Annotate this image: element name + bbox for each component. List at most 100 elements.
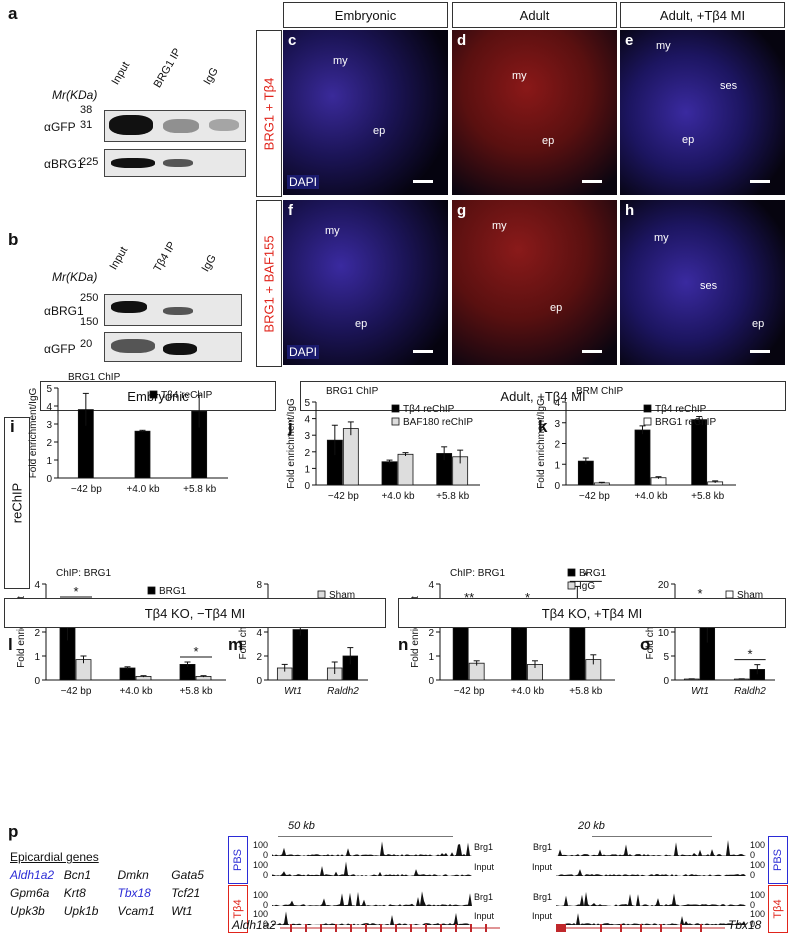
gene-model-left-exon bbox=[425, 924, 427, 932]
marker-250-b: 250 bbox=[80, 292, 99, 304]
gene-bcn1: Bcn1 bbox=[63, 868, 92, 882]
gene-model-left-exon bbox=[365, 924, 367, 932]
gene-model-left-exon bbox=[410, 924, 412, 932]
gene-upk3b: Upk3b bbox=[10, 904, 45, 918]
chart-i-ytick-label: 3 bbox=[46, 420, 52, 431]
track-left-min: 0 bbox=[263, 870, 268, 880]
gene-tcf21: Tcf21 bbox=[171, 886, 201, 900]
chart-j-ytick-label: 5 bbox=[304, 398, 310, 409]
mr-label-a: Mr(KDa) bbox=[52, 88, 98, 102]
blot-brg1-a bbox=[104, 149, 246, 177]
condition-pbs-left: PBS bbox=[228, 836, 248, 884]
chart-k-ytick-label: 4 bbox=[554, 398, 560, 409]
chart-n-ylabel: Fold enrichment bbox=[410, 596, 421, 668]
gene-upk1b: Upk1b bbox=[63, 904, 99, 918]
track-right-max: 100 bbox=[750, 840, 765, 850]
track-left-min: 0 bbox=[263, 919, 268, 929]
gene-model-left-exon bbox=[305, 924, 307, 932]
track-right-max: 100 bbox=[750, 890, 765, 900]
chart-n-ytick-label: 4 bbox=[428, 580, 434, 591]
panel-label-k: k bbox=[538, 417, 548, 436]
track-left-label: Input bbox=[474, 911, 495, 921]
gene-aldh1a2: Aldh1a2 bbox=[10, 868, 55, 882]
gene-wt1: Wt1 bbox=[171, 904, 193, 918]
gene-krt8: Krt8 bbox=[63, 886, 86, 900]
chart-o-ytick-label: 20 bbox=[658, 580, 670, 591]
panel-label-m: m bbox=[228, 635, 243, 654]
chart-i-ytick-label: 4 bbox=[46, 402, 52, 413]
chart-o-xtick-label: Raldh2 bbox=[734, 686, 766, 697]
chart-n-xtick-label: −42 bp bbox=[454, 686, 485, 697]
gene-tbx18: Tbx18 bbox=[117, 886, 151, 900]
chart-j-xtick-label: +4.0 kb bbox=[381, 491, 415, 502]
chart-k-legend-label: BRG1 reChIP bbox=[655, 417, 716, 428]
chart-n-ytick-label: 2 bbox=[428, 628, 434, 639]
epicardial-heading: Epicardial genes bbox=[10, 850, 99, 864]
chart-n-ytick-label: 0 bbox=[428, 676, 434, 687]
chart-l-legend-label: BRG1 bbox=[159, 586, 187, 597]
gene-model-left-exon bbox=[395, 924, 397, 932]
header-adult: Adult bbox=[452, 2, 617, 28]
gene-model-right-exon bbox=[640, 924, 642, 932]
panel-label-n: n bbox=[398, 635, 408, 654]
chart-l-title: ChIP: BRG1 bbox=[56, 568, 111, 579]
chart-l-legend-swatch bbox=[147, 586, 156, 595]
track-left-max: 100 bbox=[253, 860, 268, 870]
marker-225-a: 225 bbox=[80, 156, 99, 168]
dapi-label: DAPI bbox=[287, 175, 320, 189]
chart-k-ytick-label: 2 bbox=[554, 440, 560, 451]
micrograph-e: e my ses ep bbox=[620, 30, 785, 195]
chart-i-xtick-label: +4.0 kb bbox=[126, 484, 160, 495]
chart-k-ytick-label: 3 bbox=[554, 419, 560, 430]
track-left-min: 0 bbox=[263, 850, 268, 860]
chart-k-xtick-label: −42 bp bbox=[579, 491, 610, 502]
marker-38-a: 38 bbox=[80, 104, 93, 116]
micrograph-h: h my ses ep bbox=[620, 200, 785, 365]
section-adult-tb4: Adult, +Tβ4 MI bbox=[300, 381, 786, 411]
track-left-max: 100 bbox=[253, 890, 268, 900]
track-left-0 bbox=[272, 841, 472, 856]
track-right-label: Brg1 bbox=[533, 842, 552, 852]
chart-j-ytick-label: 0 bbox=[304, 481, 310, 492]
blot-gfp-a bbox=[104, 110, 246, 142]
gene-model-left-exon bbox=[455, 924, 457, 932]
chart-n-xtick-label: +5.8 kb bbox=[569, 686, 603, 697]
chart-n-title: ChIP: BRG1 bbox=[450, 568, 505, 579]
chart-l-ytick-label: 2 bbox=[34, 628, 40, 639]
chart-n-legend-swatch bbox=[567, 581, 576, 590]
gene-model-right-exon bbox=[700, 924, 702, 932]
row-label-gfp-a: αGFP bbox=[44, 120, 76, 134]
chart-i-xtick-label: +5.8 kb bbox=[183, 484, 217, 495]
gene-model-left-exon bbox=[380, 924, 382, 932]
track-right-2 bbox=[556, 891, 746, 906]
chart-l-sig-star: * bbox=[193, 644, 198, 659]
chart-m-xtick-label: Wt1 bbox=[284, 686, 302, 697]
chart-l-sig-star: * bbox=[73, 584, 78, 599]
gene-model-left-exon bbox=[320, 924, 322, 932]
chart-i-ytick-label: 2 bbox=[46, 438, 52, 449]
track-right-min: 0 bbox=[750, 900, 755, 910]
chart-l-ytick-label: 1 bbox=[34, 652, 40, 663]
track-right-min: 0 bbox=[750, 850, 755, 860]
gene-model-right-exon bbox=[556, 924, 566, 932]
gene-vcam1: Vcam1 bbox=[117, 904, 155, 918]
chart-i-ytick-label: 1 bbox=[46, 456, 52, 467]
row-label-brg1-tb4: BRG1 + Tβ4 bbox=[256, 30, 282, 197]
scale-left: 50 kb bbox=[288, 820, 315, 832]
track-right-max: 100 bbox=[750, 860, 765, 870]
chart-j-ytick-label: 4 bbox=[304, 415, 310, 426]
row-label-brg1-b: αBRG1 bbox=[44, 304, 84, 318]
panel-label-l: l bbox=[8, 635, 13, 654]
track-left-max: 100 bbox=[253, 909, 268, 919]
chart-n-sig-star: * bbox=[525, 590, 530, 605]
chart-o-ytick-label: 10 bbox=[658, 628, 670, 639]
chart-i-ytick-label: 5 bbox=[46, 384, 52, 395]
chart-l-ylabel: Fold enrichment bbox=[16, 596, 27, 668]
track-right-3 bbox=[556, 913, 746, 925]
chart-k-title: BRM ChIP bbox=[576, 386, 624, 397]
chart-k-ytick-label: 1 bbox=[554, 460, 560, 471]
mr-label-b: Mr(KDa) bbox=[52, 270, 98, 284]
marker-20-b: 20 bbox=[80, 338, 93, 350]
chart-n-ytick-label: 1 bbox=[428, 652, 434, 663]
chart-k-ytick-label: 0 bbox=[554, 481, 560, 492]
